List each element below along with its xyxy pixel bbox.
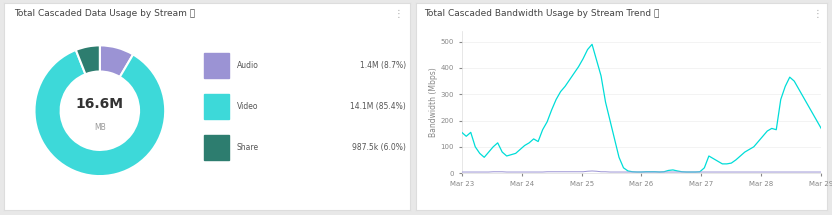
Y-axis label: Bandwidth (Mbps): Bandwidth (Mbps) bbox=[428, 67, 438, 137]
Text: Video: Video bbox=[237, 102, 258, 111]
Text: Share: Share bbox=[237, 143, 259, 152]
Text: 1.4M (8.7%): 1.4M (8.7%) bbox=[360, 61, 406, 70]
Bar bbox=[204, 94, 229, 119]
Text: MB: MB bbox=[94, 123, 106, 132]
Text: Total Cascaded Data Usage by Stream ⓘ: Total Cascaded Data Usage by Stream ⓘ bbox=[14, 9, 196, 18]
Text: 987.5k (6.0%): 987.5k (6.0%) bbox=[352, 143, 406, 152]
Text: ⋮: ⋮ bbox=[394, 9, 404, 19]
Wedge shape bbox=[100, 45, 133, 77]
Wedge shape bbox=[34, 50, 166, 176]
Bar bbox=[204, 135, 229, 160]
Text: Audio: Audio bbox=[237, 61, 259, 70]
Text: 16.6M: 16.6M bbox=[76, 97, 124, 111]
Wedge shape bbox=[76, 45, 100, 74]
Text: Total Cascaded Bandwidth Usage by Stream Trend ⓘ: Total Cascaded Bandwidth Usage by Stream… bbox=[424, 9, 660, 18]
Text: 14.1M (85.4%): 14.1M (85.4%) bbox=[350, 102, 406, 111]
Bar bbox=[204, 53, 229, 78]
Text: ⋮: ⋮ bbox=[813, 9, 823, 19]
